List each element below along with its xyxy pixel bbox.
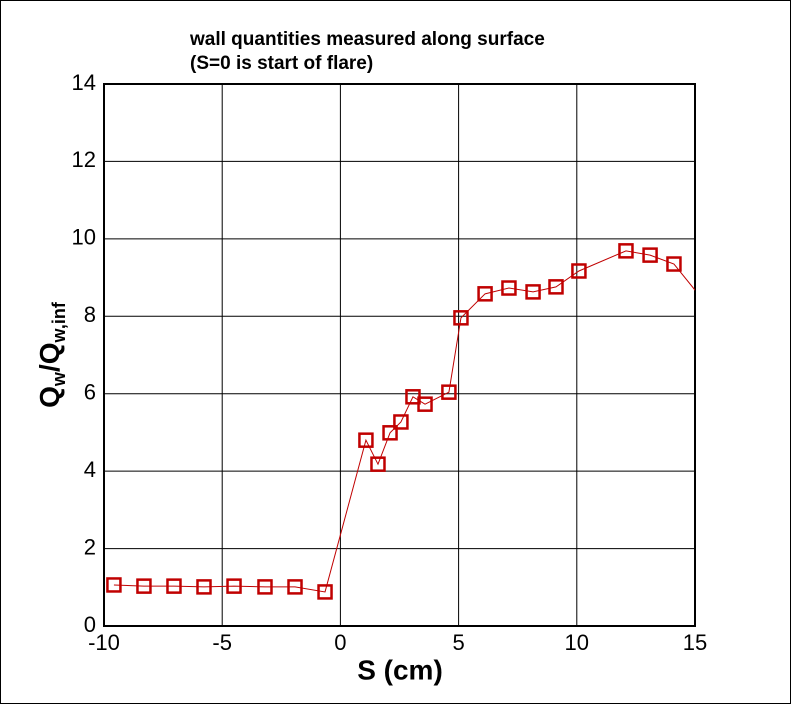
- data-marker: [358, 432, 374, 448]
- data-marker: [136, 578, 152, 594]
- data-marker: [393, 414, 409, 430]
- data-marker: [501, 280, 517, 296]
- data-marker: [477, 286, 493, 302]
- plot-border: [103, 83, 696, 627]
- y-tick-label: 2: [84, 534, 96, 559]
- y-label-part: Q: [34, 386, 65, 408]
- data-marker: [666, 256, 682, 272]
- y-label-part: /Q: [34, 342, 65, 372]
- y-tick-label: 10: [72, 225, 96, 250]
- data-marker: [441, 384, 457, 400]
- data-line: [113, 250, 695, 593]
- y-axis-label: Qw/Qw,inf: [34, 301, 68, 408]
- chart-subtitle: (S=0 is start of flare): [190, 53, 373, 74]
- chart-title: wall quantities measured along surface: [189, 29, 545, 50]
- y-tick-label: 8: [84, 302, 96, 327]
- data-marker: [196, 579, 212, 595]
- data-marker: [370, 456, 386, 472]
- data-marker: [525, 284, 541, 300]
- data-marker: [417, 396, 433, 412]
- x-tick-label: 0: [334, 630, 346, 655]
- x-tick-label: 10: [565, 630, 589, 655]
- data-marker: [548, 279, 564, 295]
- data-marker: [642, 247, 658, 263]
- data-marker: [166, 578, 182, 594]
- data-marker: [287, 579, 303, 595]
- data-marker: [453, 310, 469, 326]
- y-tick-label: 6: [84, 380, 96, 405]
- data-marker: [317, 584, 333, 600]
- x-axis-label: S (cm): [357, 654, 443, 685]
- x-tick-label: -10: [88, 630, 120, 655]
- data-marker: [382, 425, 398, 441]
- y-tick-label: 14: [72, 70, 96, 95]
- y-tick-label: 0: [84, 612, 96, 637]
- y-tick-label: 12: [72, 147, 96, 172]
- data-marker: [257, 579, 273, 595]
- data-marker: [226, 578, 242, 594]
- x-tick-label: 15: [683, 630, 707, 655]
- data-marker: [618, 243, 634, 259]
- plot-area: [106, 243, 695, 600]
- data-marker: [106, 577, 122, 593]
- y-label-part: w,inf: [49, 301, 69, 343]
- x-tick-label: -5: [212, 630, 232, 655]
- data-marker: [571, 263, 587, 279]
- y-tick-label: 4: [84, 457, 96, 482]
- x-tick-label: 5: [452, 630, 464, 655]
- y-label-part: w: [49, 371, 69, 387]
